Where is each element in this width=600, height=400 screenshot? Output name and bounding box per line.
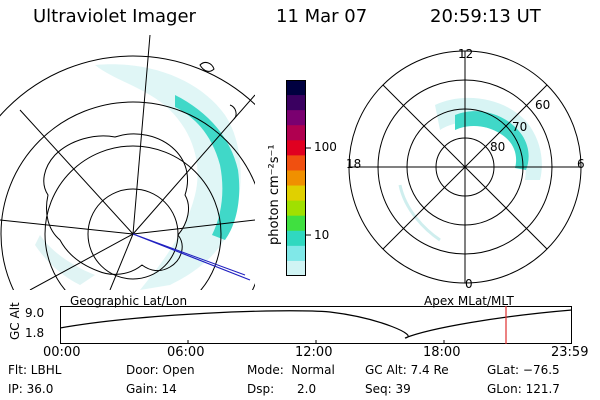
x-tick-2359: 23:59 — [551, 345, 589, 360]
colorbar-segment — [286, 140, 306, 156]
date-label: 11 Mar 07 — [276, 6, 368, 27]
polar-map — [348, 50, 582, 284]
colorbar-segment — [286, 155, 306, 171]
status-ip: IP: 36.0 — [8, 382, 54, 396]
colorbar-segment — [286, 95, 306, 111]
colorbar-segment — [286, 245, 306, 262]
status-dsp: Dsp: 2.0 — [247, 382, 317, 396]
color-bar — [286, 80, 306, 276]
polar-aurora-band — [455, 111, 529, 170]
x-tick-0000: 00:00 — [43, 345, 81, 360]
status-seq: Seq: 39 — [365, 382, 411, 396]
status-mode: Mode: Normal — [247, 363, 335, 377]
x-tick-1800: 18:00 — [423, 345, 461, 360]
polar-map-label: Apex MLat/MLT — [424, 294, 514, 308]
status-filter: Flt: LBHL — [8, 363, 62, 377]
aurora-band — [175, 95, 240, 240]
altitude-axis-label: GC Alt — [8, 302, 22, 340]
colorbar-segment — [286, 230, 306, 247]
colorbar-segment — [286, 80, 306, 96]
alt-tick-9: 9.0 — [25, 306, 45, 320]
instrument-title: Ultraviolet Imager — [33, 6, 196, 27]
status-door: Door: Open — [126, 363, 195, 377]
mlt-label-12: 12 — [458, 47, 474, 61]
altitude-plot — [60, 306, 572, 344]
status-gc-alt: GC Alt: 7.4 Re — [365, 363, 449, 377]
colorbar-tick-100: 100 — [314, 140, 337, 154]
mlt-label-18: 18 — [346, 157, 362, 171]
mlt-label-6: 6 — [577, 157, 585, 171]
alt-tick-1-8: 1.8 — [25, 326, 45, 340]
colorbar-segment — [286, 125, 306, 141]
x-tick-1200: 12:00 — [295, 345, 333, 360]
status-gain: Gain: 14 — [126, 382, 177, 396]
coastline — [43, 133, 189, 275]
lat-label-70: 70 — [512, 120, 528, 134]
colorbar-segment — [286, 260, 306, 276]
status-glon: GLon: 121.7 — [487, 382, 560, 396]
colorbar-segment — [286, 110, 306, 126]
colorbar-unit: photon cm⁻²s⁻¹ — [267, 144, 282, 245]
x-tick-0600: 06:00 — [167, 345, 205, 360]
time-label: 20:59:13 UT — [430, 6, 541, 27]
color-bar-ticks — [306, 147, 311, 236]
lat-label-60: 60 — [535, 98, 551, 112]
geographic-map — [0, 35, 255, 290]
colorbar-segment — [286, 170, 306, 187]
colorbar-tick-10: 10 — [314, 228, 330, 242]
lat-label-80: 80 — [490, 140, 506, 154]
colorbar-border — [286, 80, 306, 276]
geo-map-label: Geographic Lat/Lon — [70, 294, 188, 308]
status-glat: GLat: −76.5 — [487, 363, 560, 377]
colorbar-segment — [286, 200, 306, 217]
mlt-label-0: 0 — [465, 277, 473, 291]
colorbar-segment — [286, 215, 306, 232]
colorbar-segment — [286, 185, 306, 202]
